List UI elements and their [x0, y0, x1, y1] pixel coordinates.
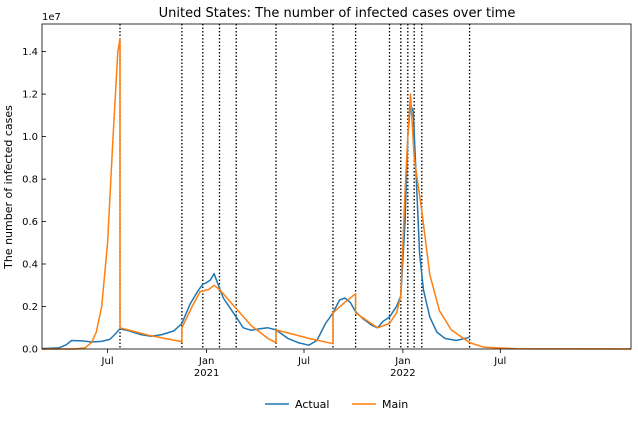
chart-title: United States: The number of infected ca… [159, 6, 516, 21]
y-axis-label: The number of infected cases [2, 105, 15, 270]
y-offset-label: 1e7 [42, 12, 61, 23]
x-tick-label: Jan [198, 356, 214, 367]
y-tick-label: 0.8 [22, 175, 38, 186]
plot-frame [41, 23, 632, 350]
x-tick-label: Jul [493, 356, 506, 367]
y-tick-label: 0.2 [22, 302, 38, 313]
y-tick-label: 0.4 [22, 260, 38, 271]
x-tick-year-label: 2022 [390, 368, 415, 379]
y-tick-label: 1.0 [22, 132, 38, 143]
x-tick-year-label: 2021 [194, 368, 219, 379]
series-line-main [42, 38, 632, 350]
y-tick-label: 1.2 [22, 90, 38, 101]
legend: Actual Main [265, 398, 408, 411]
legend-label-actual: Actual [295, 398, 329, 411]
y-tick-label: 0.6 [22, 217, 38, 228]
x-tick-label: Jul [297, 356, 310, 367]
y-axis-ticks: 0.0 0.2 0.4 0.6 0.8 1.0 1.2 1.4 [22, 47, 46, 356]
legend-label-main: Main [382, 398, 408, 411]
y-tick-label: 1.4 [22, 47, 38, 58]
y-tick-label: 0.0 [22, 345, 38, 356]
series-lines [41, 38, 632, 350]
x-tick-label: Jul [101, 356, 114, 367]
series-line-actual [41, 103, 470, 350]
x-tick-label: Jan [394, 356, 410, 367]
